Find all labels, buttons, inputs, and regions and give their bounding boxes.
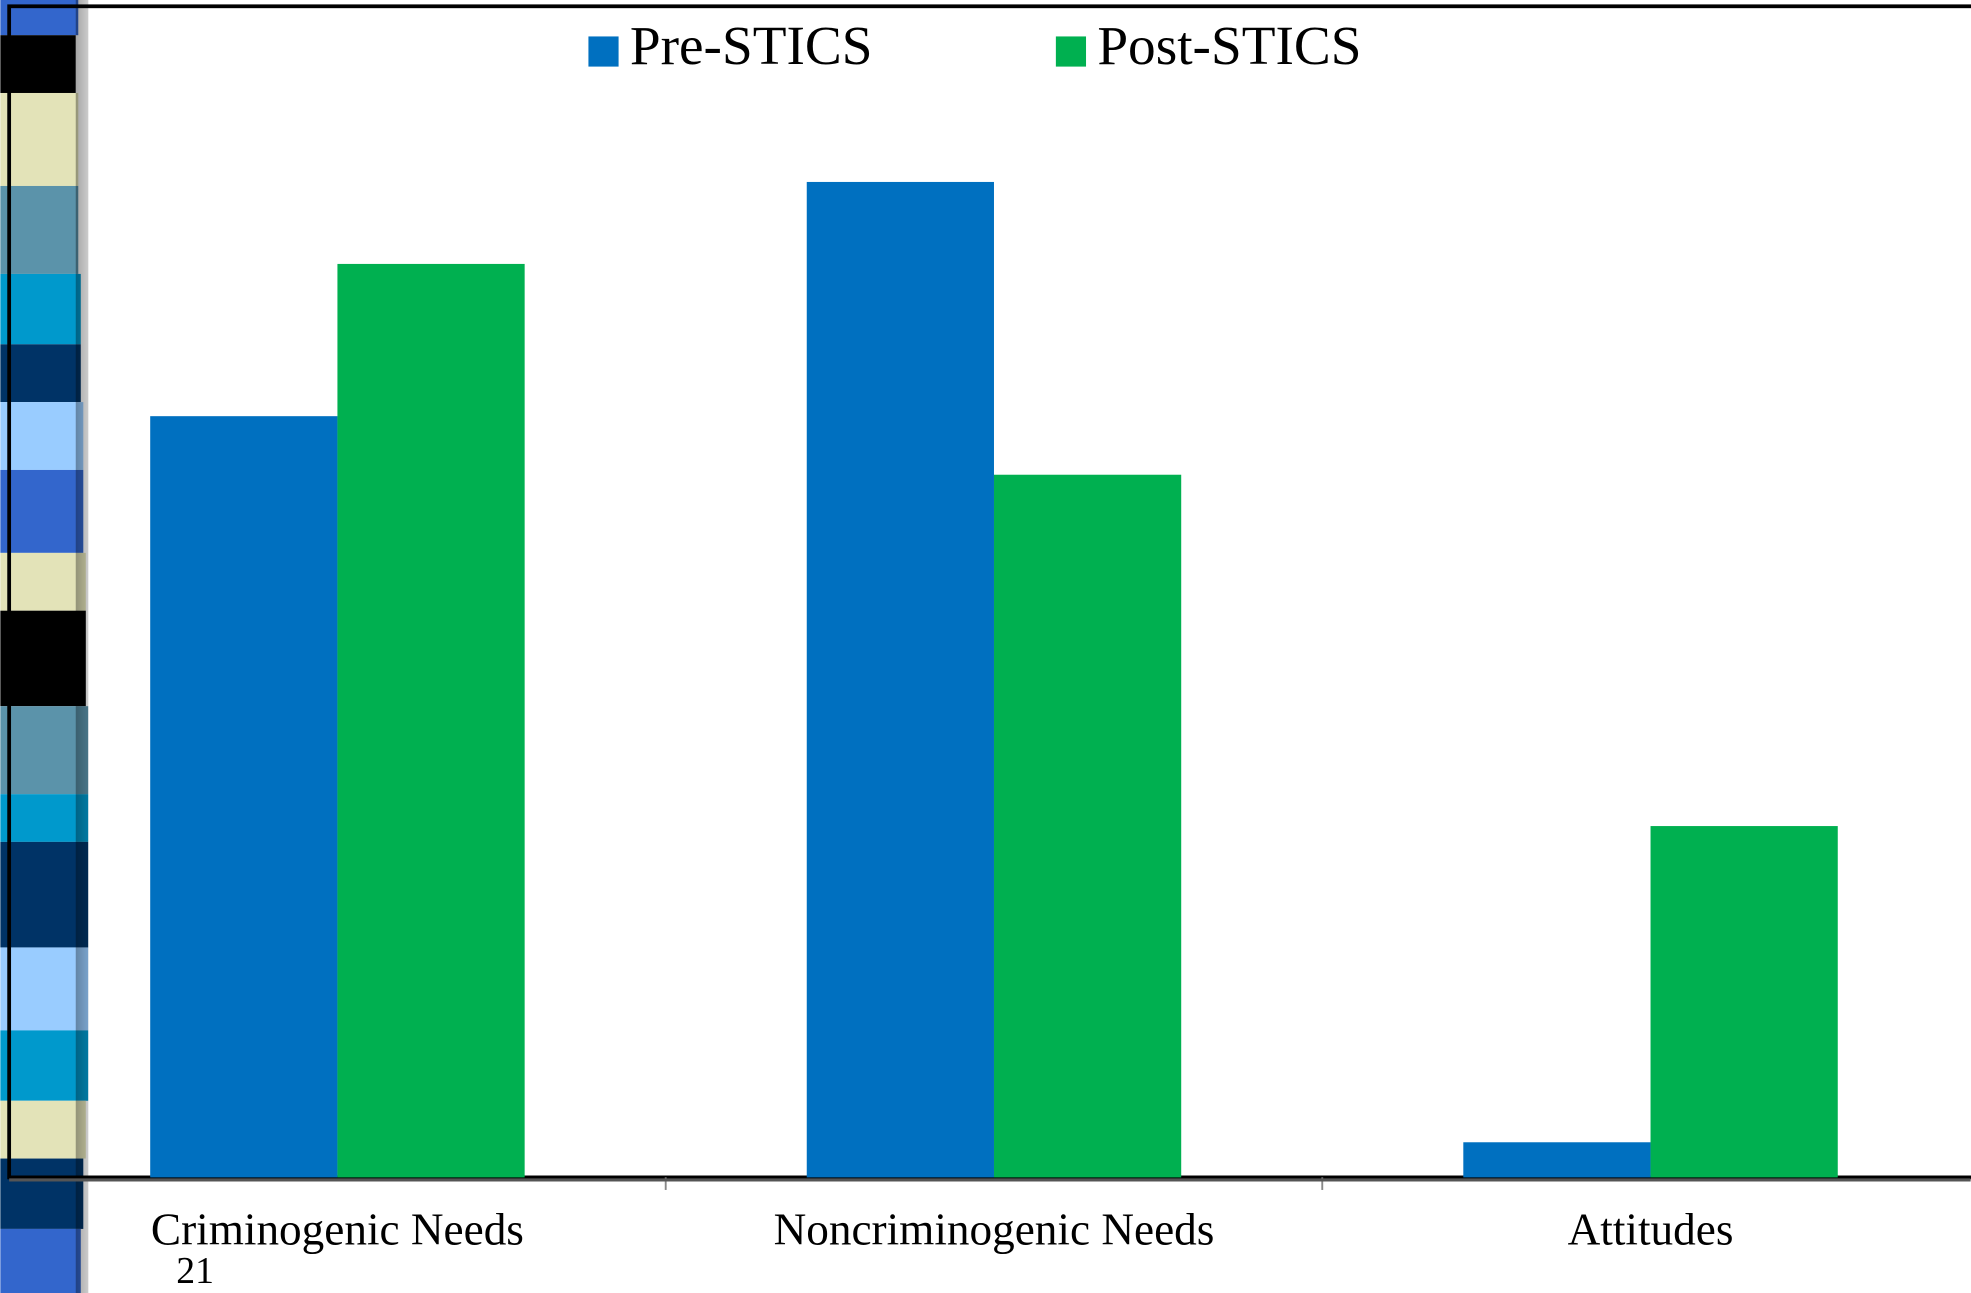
bar (1463, 1142, 1651, 1178)
x-tick-label: Attitudes (1568, 1204, 1734, 1254)
bar (806, 181, 994, 1178)
legend-label: Pre-STICS (630, 15, 873, 76)
bar (337, 263, 525, 1178)
bar (1650, 826, 1838, 1178)
bar (150, 416, 338, 1178)
x-tick-label: Noncriminogenic Needs (774, 1204, 1215, 1254)
legend-label: Post-STICS (1097, 15, 1361, 76)
bar (993, 474, 1182, 1178)
slide-number: 21 (176, 1250, 214, 1292)
x-tick-label: Criminogenic Needs (151, 1204, 524, 1254)
legend-swatch (1055, 36, 1087, 67)
legend-swatch (588, 36, 619, 67)
